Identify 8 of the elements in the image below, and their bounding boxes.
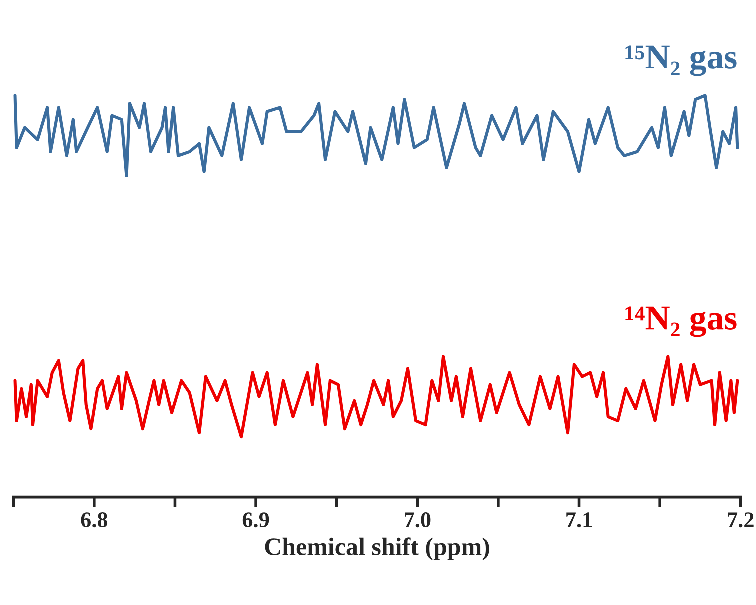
- x-tick-label: 7.1: [566, 512, 592, 528]
- series-label: ¹⁴N₂ gas: [626, 306, 737, 338]
- series-label: ¹⁵N₂ gas: [626, 46, 737, 76]
- x-axis-title: Chemical shift (ppm): [265, 538, 490, 561]
- x-tick-label: 7.2: [728, 512, 754, 528]
- x-tick-label: 7.0: [405, 512, 431, 528]
- x-tick-label: 6.8: [81, 512, 108, 528]
- x-tick-label: 6.9: [242, 512, 270, 528]
